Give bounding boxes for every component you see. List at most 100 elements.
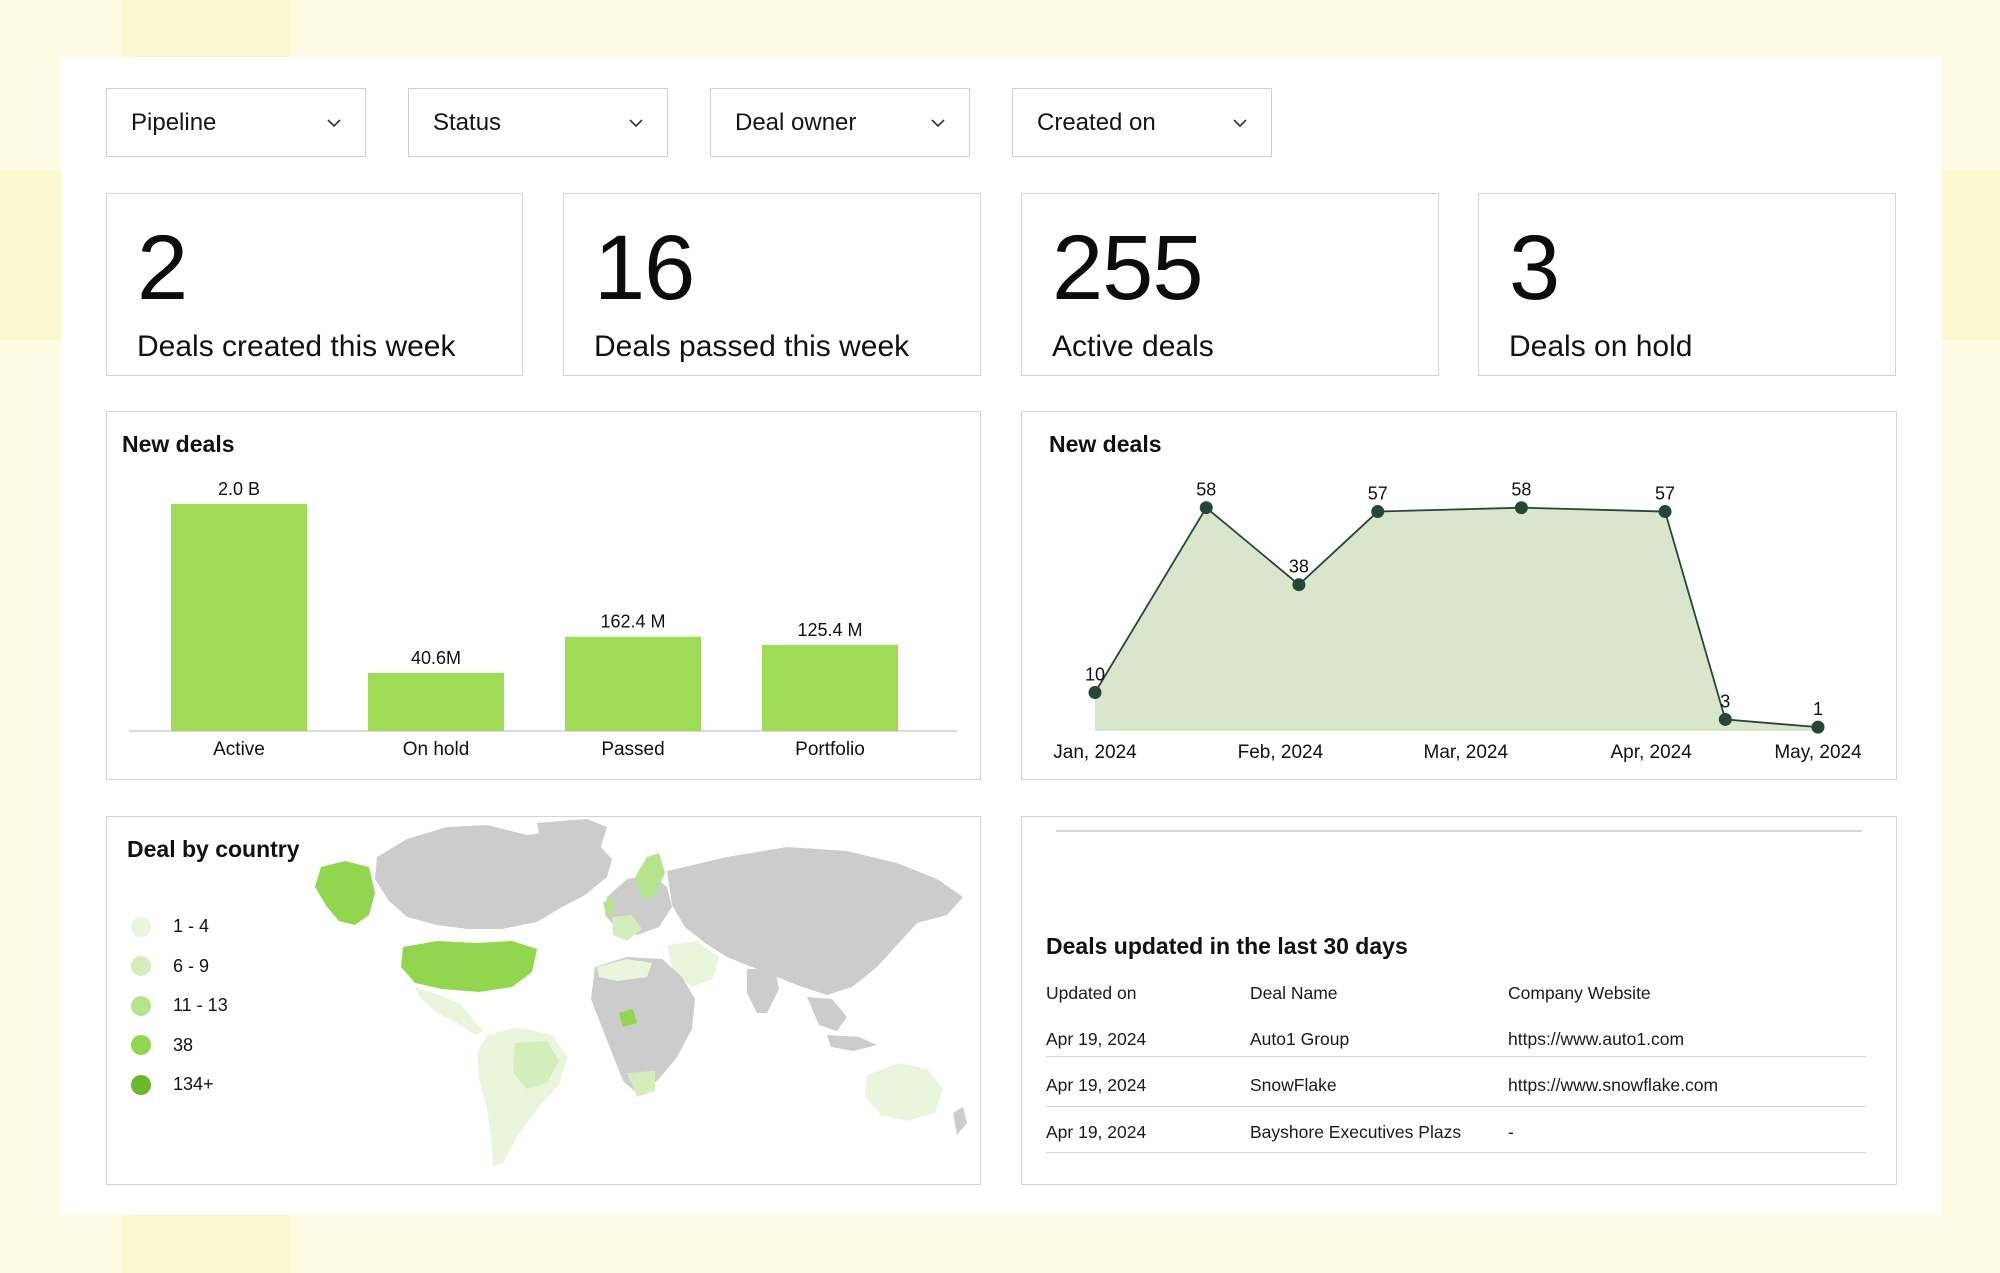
legend-label: 134+ <box>173 1074 214 1095</box>
chart-title: New deals <box>122 431 235 457</box>
legend-swatch <box>131 1035 151 1056</box>
background-block <box>121 1215 291 1273</box>
x-tick-label: Apr, 2024 <box>1610 742 1692 763</box>
data-point[interactable] <box>1811 720 1825 734</box>
legend-item: 1 - 4 <box>131 907 228 947</box>
divider <box>1056 830 1862 832</box>
legend-item: 6 - 9 <box>131 947 228 987</box>
data-point[interactable] <box>1199 501 1213 515</box>
table-row[interactable]: Apr 19, 2024 Bayshore Executives Plazs - <box>1046 1107 1866 1153</box>
map-region-alaska <box>315 861 375 925</box>
legend-label: 38 <box>173 1034 194 1055</box>
table-row[interactable]: Apr 19, 2024 SnowFlake https://www.snowf… <box>1046 1057 1866 1107</box>
map-region-new-zealand <box>953 1107 967 1135</box>
map-region-asia <box>667 847 963 995</box>
kpi-label: Active deals <box>1052 330 1214 363</box>
data-point[interactable] <box>1088 686 1102 699</box>
deal-owner-filter-dropdown[interactable]: Deal owner <box>710 88 970 157</box>
data-label: 58 <box>1196 480 1216 500</box>
background-block <box>121 0 291 57</box>
data-point[interactable] <box>1718 712 1732 726</box>
cell-company-website[interactable]: https://www.snowflake.com <box>1508 1075 1719 1095</box>
bar-chart-card: New deals 2.0 B Active 40.6M On hold 162.4 M… <box>106 411 981 780</box>
background-block <box>0 170 61 340</box>
data-label: 10 <box>1085 665 1105 685</box>
data-label: 57 <box>1655 484 1675 504</box>
bar-value-label: 2.0 B <box>218 479 260 499</box>
map-region-usa <box>401 941 537 992</box>
kpi-label: Deals on hold <box>1509 330 1693 363</box>
world-map <box>315 819 967 1167</box>
filter-label: Pipeline <box>131 108 217 136</box>
legend-swatch <box>131 956 151 977</box>
bar-category-label: Portfolio <box>795 739 865 760</box>
chart-title: Deal by country <box>127 836 300 862</box>
column-header: Updated on <box>1046 983 1137 1003</box>
map-legend: 1 - 4 6 - 9 11 - 13 38 134+ <box>131 907 228 1105</box>
area-chart: 10 58 38 57 58 57 3 1 Jan, 2024 Feb, 2024 Mar, 202… <box>1053 480 1862 763</box>
filter-label: Status <box>433 108 502 136</box>
filter-label: Deal owner <box>735 108 857 136</box>
chevron-down-icon <box>327 118 341 127</box>
column-header: Deal Name <box>1250 983 1338 1003</box>
map-region-south-africa <box>627 1071 655 1097</box>
filter-label: Created on <box>1037 108 1156 136</box>
chevron-down-icon <box>931 118 945 127</box>
cell-company-website[interactable]: https://www.auto1.com <box>1508 1029 1685 1049</box>
bar-category-label: Passed <box>601 739 664 760</box>
table-title: Deals updated in the last 30 days <box>1046 933 1408 959</box>
kpi-value: 3 <box>1509 217 1560 319</box>
table-header: Updated on Deal Name Company Website <box>1046 983 1866 1004</box>
data-point[interactable] <box>1292 578 1306 592</box>
map-region-greenland <box>537 819 607 877</box>
table-row[interactable]: Apr 19, 2024 Auto1 Group https://www.aut… <box>1046 1013 1866 1057</box>
bar-value-label: 162.4 M <box>600 612 665 632</box>
kpi-value: 255 <box>1052 217 1203 319</box>
data-point[interactable] <box>1658 505 1672 519</box>
legend-label: 6 - 9 <box>173 955 210 976</box>
bar-value-label: 125.4 M <box>797 620 862 640</box>
map-region-north-africa <box>597 959 652 981</box>
area-fill <box>1095 507 1818 731</box>
chevron-down-icon <box>1233 118 1247 127</box>
data-label: 57 <box>1368 484 1388 504</box>
map-region-western-europe <box>612 915 642 941</box>
series-line <box>1094 506 1819 729</box>
pipeline-filter-dropdown[interactable]: Pipeline <box>106 88 366 157</box>
kpi-value: 2 <box>137 217 188 319</box>
kpi-card-deals-passed[interactable]: 16 Deals passed this week <box>563 193 981 376</box>
map-region-indonesia <box>827 1035 877 1051</box>
data-point[interactable] <box>1514 501 1528 515</box>
cell-updated-on: Apr 19, 2024 <box>1046 1122 1147 1142</box>
created-on-filter-dropdown[interactable]: Created on <box>1012 88 1272 157</box>
cell-deal-name: SnowFlake <box>1250 1075 1337 1095</box>
map-region-nigeria <box>619 1009 637 1027</box>
bar-category-label: On hold <box>403 739 470 760</box>
x-tick-label: May, 2024 <box>1774 742 1862 763</box>
legend-label: 1 - 4 <box>173 916 210 937</box>
map-region-brazil <box>513 1041 559 1089</box>
kpi-card-active-deals[interactable]: 255 Active deals <box>1021 193 1439 376</box>
bar[interactable] <box>368 672 504 731</box>
line-chart-card: New deals 10 58 38 57 58 57 3 1 Jan, 2024 Feb, 20… <box>1021 411 1897 780</box>
kpi-card-deals-created[interactable]: 2 Deals created this week <box>106 193 523 376</box>
bar[interactable] <box>565 636 701 731</box>
cell-company-website: - <box>1508 1122 1514 1142</box>
status-filter-dropdown[interactable]: Status <box>408 88 668 157</box>
legend-label: 11 - 13 <box>173 995 228 1016</box>
map-region-australia <box>865 1063 943 1121</box>
cell-deal-name: Auto1 Group <box>1250 1029 1350 1049</box>
legend-swatch <box>131 1074 151 1095</box>
column-header: Company Website <box>1508 983 1651 1003</box>
map-region-india <box>747 969 779 1013</box>
bar-value-label: 40.6M <box>411 648 461 668</box>
legend-item: 134+ <box>131 1065 228 1105</box>
bar[interactable] <box>762 644 898 731</box>
map-region-scandinavia <box>635 853 665 899</box>
data-point[interactable] <box>1371 505 1385 519</box>
bar[interactable] <box>171 504 307 731</box>
x-tick-label: Feb, 2024 <box>1238 742 1324 763</box>
kpi-card-deals-on-hold[interactable]: 3 Deals on hold <box>1478 193 1896 376</box>
bar-chart: 2.0 B Active 40.6M On hold 162.4 M Passed 125.… <box>129 479 957 760</box>
legend-item: 38 <box>131 1026 228 1066</box>
